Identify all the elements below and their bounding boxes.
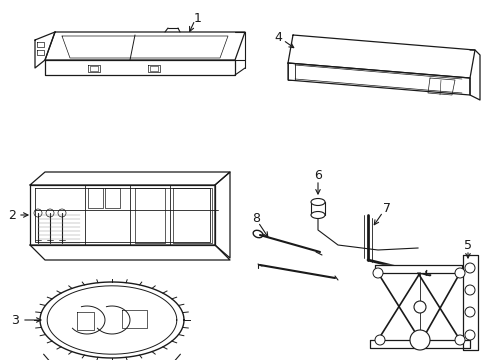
Text: 4: 4 — [273, 31, 282, 44]
Text: 6: 6 — [313, 168, 321, 181]
Circle shape — [374, 335, 384, 345]
Polygon shape — [40, 282, 183, 358]
Polygon shape — [47, 286, 177, 354]
Text: 5: 5 — [463, 239, 471, 252]
Polygon shape — [369, 340, 469, 348]
Polygon shape — [374, 265, 461, 273]
Polygon shape — [45, 32, 244, 60]
Circle shape — [372, 268, 382, 278]
Text: 8: 8 — [251, 212, 260, 225]
Polygon shape — [215, 172, 229, 258]
Circle shape — [464, 263, 474, 273]
Ellipse shape — [310, 212, 325, 219]
Circle shape — [413, 301, 425, 313]
Polygon shape — [469, 50, 479, 100]
Polygon shape — [30, 172, 229, 185]
Polygon shape — [45, 60, 235, 75]
Polygon shape — [30, 245, 229, 260]
Polygon shape — [287, 35, 474, 78]
Ellipse shape — [310, 198, 325, 206]
Polygon shape — [462, 255, 477, 350]
Circle shape — [454, 268, 464, 278]
Text: 2: 2 — [8, 208, 16, 221]
Circle shape — [464, 285, 474, 295]
Text: 7: 7 — [382, 202, 390, 215]
Circle shape — [464, 307, 474, 317]
Circle shape — [409, 330, 429, 350]
Circle shape — [454, 335, 464, 345]
Text: 3: 3 — [11, 314, 19, 327]
Polygon shape — [30, 185, 215, 245]
Text: 1: 1 — [194, 12, 202, 24]
Circle shape — [464, 330, 474, 340]
Polygon shape — [287, 63, 469, 95]
Polygon shape — [35, 32, 55, 68]
